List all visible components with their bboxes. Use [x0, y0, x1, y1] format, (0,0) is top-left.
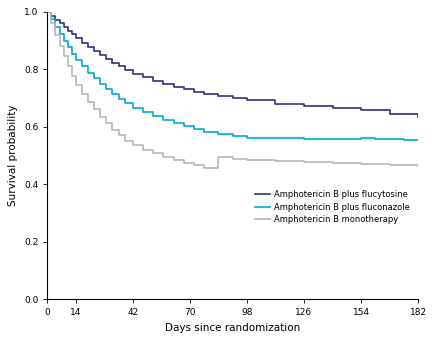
Amphotericin B monotherapy [201, 165, 206, 169]
Amphotericin B plus flucytosine [140, 72, 145, 76]
Amphotericin B plus fluconazole [414, 138, 420, 142]
Amphotericin B monotherapy [116, 128, 121, 132]
Y-axis label: Survival probability: Survival probability [8, 105, 18, 206]
Amphotericin B monotherapy [79, 83, 84, 87]
Amphotericin B plus fluconazole [45, 10, 50, 14]
Amphotericin B monotherapy [386, 163, 391, 167]
Amphotericin B plus flucytosine [386, 112, 391, 116]
Amphotericin B plus flucytosine [301, 102, 306, 106]
X-axis label: Days since randomization: Days since randomization [164, 323, 299, 333]
Legend: Amphotericin B plus flucytosine, Amphotericin B plus fluconazole, Amphotericin B: Amphotericin B plus flucytosine, Amphote… [255, 190, 409, 224]
Amphotericin B plus flucytosine [116, 61, 121, 65]
Amphotericin B monotherapy [45, 10, 50, 14]
Amphotericin B monotherapy [91, 100, 96, 104]
Line: Amphotericin B monotherapy: Amphotericin B monotherapy [47, 12, 417, 167]
Amphotericin B plus fluconazole [65, 39, 70, 43]
Amphotericin B plus flucytosine [79, 36, 84, 40]
Line: Amphotericin B plus fluconazole: Amphotericin B plus fluconazole [47, 12, 417, 140]
Amphotericin B plus fluconazole [104, 82, 109, 86]
Amphotericin B monotherapy [140, 143, 145, 147]
Amphotericin B plus flucytosine [91, 45, 96, 49]
Amphotericin B plus fluconazole [73, 52, 78, 56]
Amphotericin B monotherapy [301, 160, 306, 164]
Line: Amphotericin B plus flucytosine: Amphotericin B plus flucytosine [47, 12, 417, 117]
Amphotericin B plus flucytosine [45, 10, 50, 14]
Amphotericin B plus flucytosine [414, 115, 420, 119]
Amphotericin B monotherapy [414, 164, 420, 168]
Amphotericin B plus fluconazole [171, 118, 176, 122]
Amphotericin B plus fluconazole [57, 25, 62, 29]
Amphotericin B plus fluconazole [97, 82, 102, 86]
